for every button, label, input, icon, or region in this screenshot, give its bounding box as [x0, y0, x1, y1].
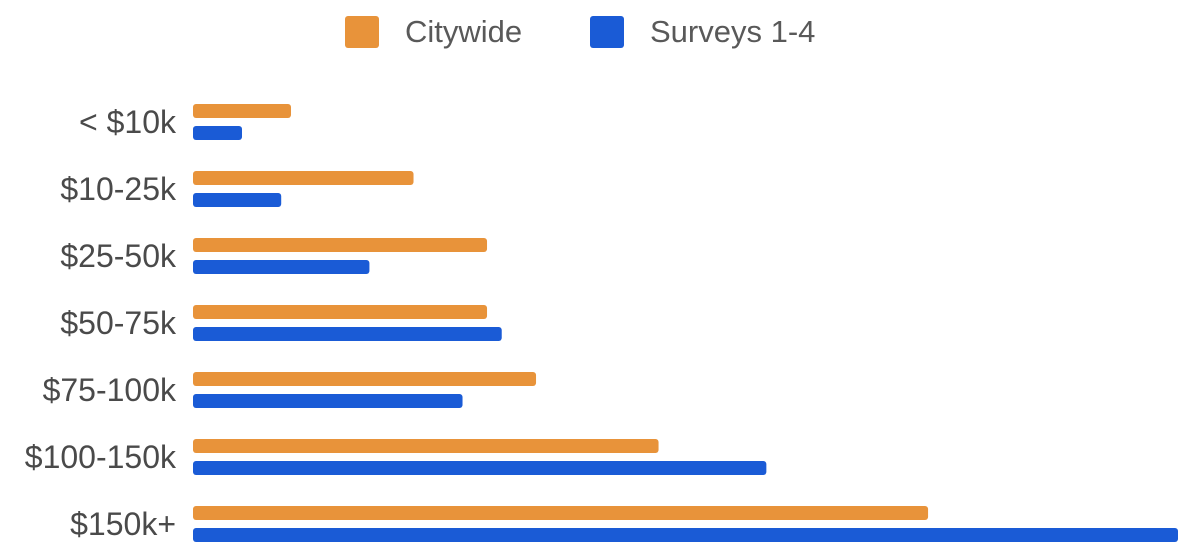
bar-citywide-10k — [193, 104, 292, 118]
bar-surveys-1-4-100-150k — [193, 461, 767, 475]
bar-surveys-1-4-25-50k — [193, 260, 370, 274]
bar-citywide-10-25k — [193, 171, 414, 185]
category-label-75-100k: $75-100k — [43, 372, 177, 408]
bar-surveys-1-4-10-25k — [193, 193, 282, 207]
category-label-150k: $150k+ — [70, 506, 176, 542]
bar-citywide-50-75k — [193, 305, 488, 319]
legend-label-citywide: Citywide — [405, 14, 522, 49]
category-labels: < $10k $10-25k $25-50k $50-75k $75-100k $100-… — [25, 104, 177, 542]
bar-surveys-1-4-150k — [193, 528, 1178, 542]
category-label-100-150k: $100-150k — [25, 439, 177, 475]
legend: Citywide Surveys 1-4 — [345, 14, 815, 49]
legend-swatch-citywide — [345, 16, 379, 48]
bar-citywide-25-50k — [193, 238, 488, 252]
category-label-25-50k: $25-50k — [60, 238, 177, 274]
legend-label-surveys-1-4: Surveys 1-4 — [650, 14, 815, 49]
bar-citywide-150k — [193, 506, 929, 520]
category-label-10k: < $10k — [79, 104, 177, 140]
bar-surveys-1-4-75-100k — [193, 394, 463, 408]
category-label-10-25k: $10-25k — [60, 171, 177, 207]
bar-surveys-1-4-10k — [193, 126, 243, 140]
bar-surveys-1-4-50-75k — [193, 327, 502, 341]
bar-citywide-100-150k — [193, 439, 659, 453]
bars — [193, 104, 1178, 542]
bar-citywide-75-100k — [193, 372, 537, 386]
legend-swatch-surveys-1-4 — [590, 16, 624, 48]
category-label-50-75k: $50-75k — [60, 305, 177, 341]
